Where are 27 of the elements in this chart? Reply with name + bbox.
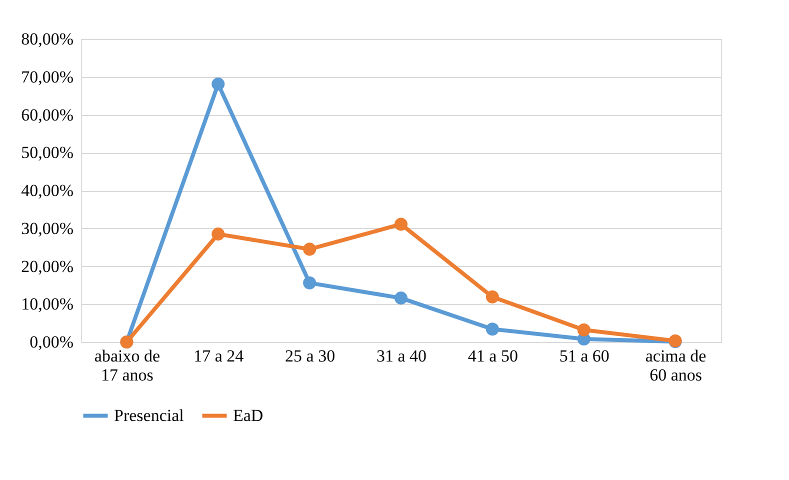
legend-label: EaD <box>233 406 264 425</box>
point <box>577 323 590 336</box>
y-tick-label: 10,00% <box>21 294 74 314</box>
y-tick-label: 70,00% <box>21 67 74 86</box>
y-tick-label: 80,00% <box>21 30 74 48</box>
point <box>212 228 225 241</box>
x-tick-label: 25 a 30 <box>285 346 336 366</box>
point <box>486 290 499 304</box>
x-tick-label: 31 a 40 <box>376 346 427 366</box>
x-tick-label: acima de 60 anos <box>645 346 706 384</box>
y-tick-label: 60,00% <box>21 105 74 124</box>
point <box>394 292 408 305</box>
point <box>303 242 316 256</box>
point <box>303 276 316 290</box>
x-tick-label: 51 a 60 <box>559 346 610 366</box>
y-tick-label: 40,00% <box>21 181 74 200</box>
point <box>394 218 408 231</box>
x-tick-label: 17 a 24 <box>194 346 244 366</box>
x-tick-label: abaixo de 17 anos <box>94 346 160 384</box>
point <box>212 78 225 91</box>
legend-label: Presencial <box>114 406 184 425</box>
point <box>486 322 499 336</box>
y-tick-label: 20,00% <box>21 256 74 276</box>
x-tick-label: 41 a 50 <box>468 346 518 366</box>
y-tick-label: 50,00% <box>21 143 74 162</box>
y-tick-label: 30,00% <box>21 218 74 238</box>
y-tick-label: 0,00% <box>30 332 74 352</box>
